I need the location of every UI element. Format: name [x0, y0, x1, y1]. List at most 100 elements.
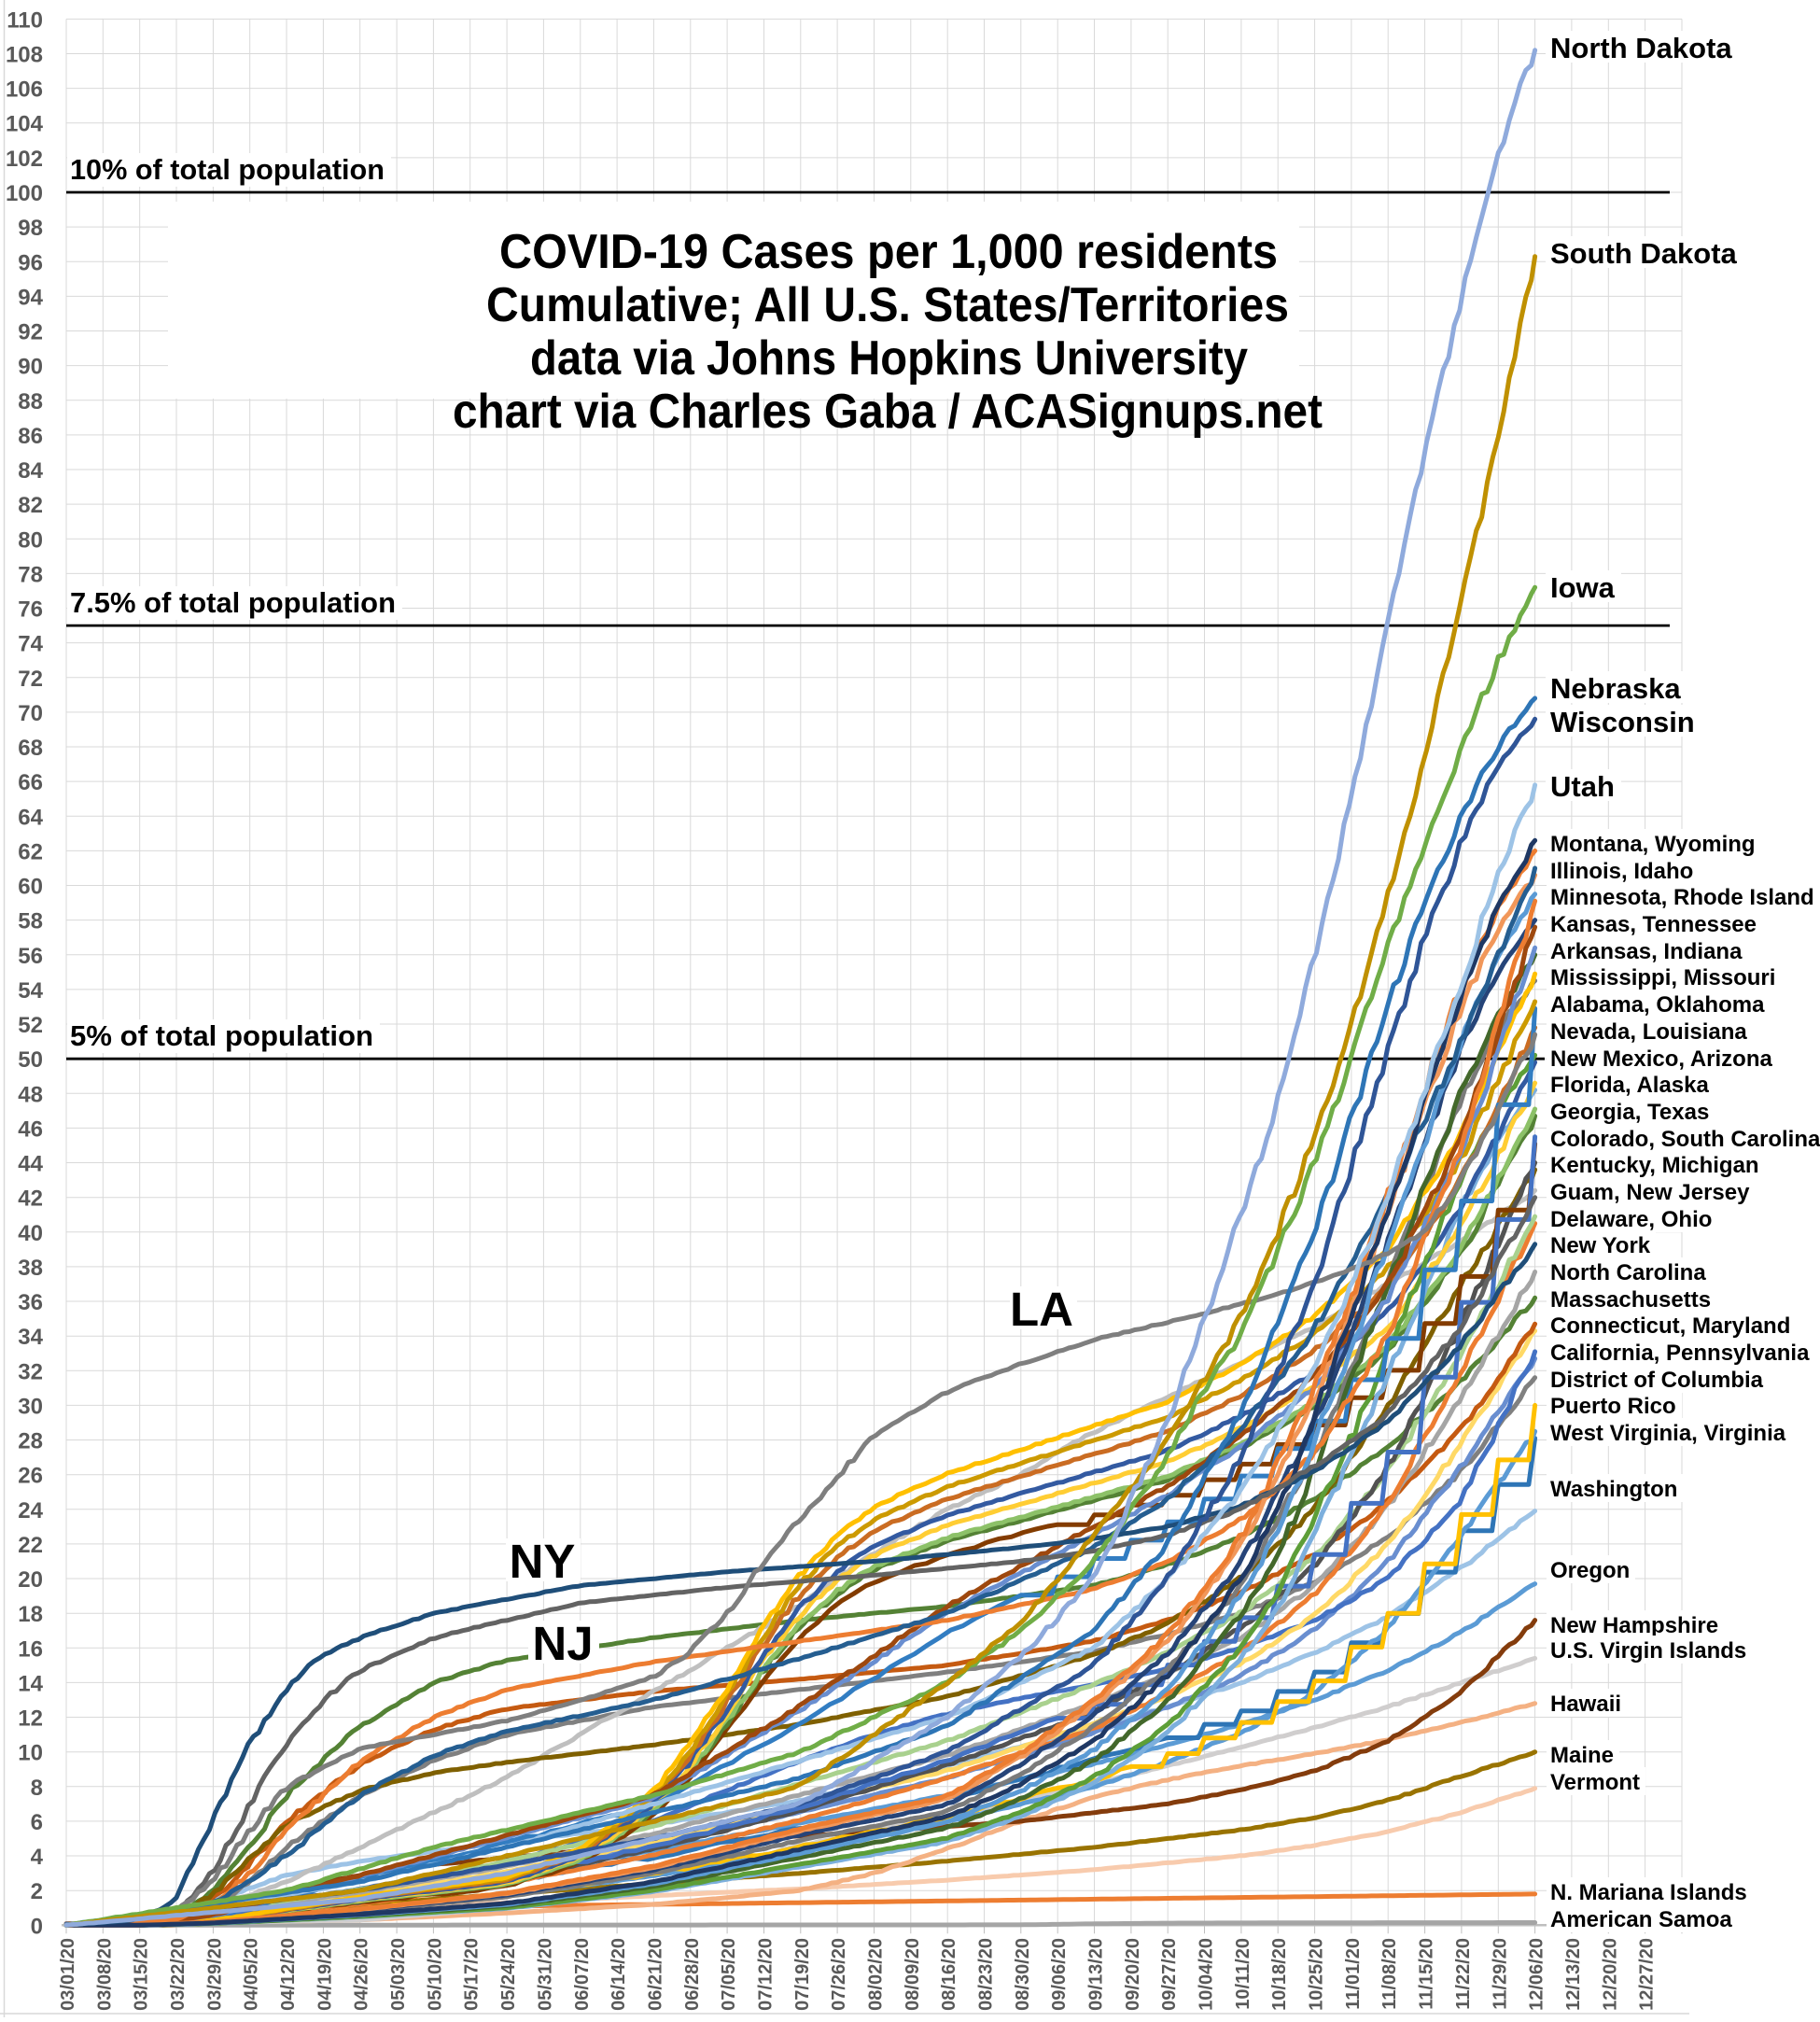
- svg-text:32: 32: [18, 1359, 43, 1384]
- svg-text:10% of total population: 10% of total population: [70, 153, 385, 186]
- svg-text:44: 44: [18, 1152, 43, 1177]
- svg-text:Kansas, Tennessee: Kansas, Tennessee: [1550, 912, 1757, 937]
- svg-text:8: 8: [31, 1776, 43, 1801]
- svg-text:North Dakota: North Dakota: [1550, 32, 1732, 64]
- svg-text:Cumulative; All U.S. States/Te: Cumulative; All U.S. States/Territories: [486, 278, 1289, 332]
- svg-text:Wisconsin: Wisconsin: [1550, 706, 1695, 738]
- svg-text:4: 4: [31, 1845, 44, 1870]
- svg-text:Washington: Washington: [1550, 1477, 1677, 1502]
- svg-text:04/19/20: 04/19/20: [315, 1938, 335, 2011]
- svg-text:Kentucky, Michigan: Kentucky, Michigan: [1550, 1153, 1759, 1178]
- svg-text:South Dakota: South Dakota: [1550, 237, 1738, 270]
- svg-text:Georgia, Texas: Georgia, Texas: [1550, 1100, 1709, 1125]
- svg-text:58: 58: [18, 909, 43, 934]
- svg-text:Arkansas, Indiana: Arkansas, Indiana: [1550, 939, 1743, 964]
- svg-text:74: 74: [18, 632, 43, 657]
- svg-text:American Samoa: American Samoa: [1550, 1907, 1732, 1932]
- svg-text:U.S. Virgin Islands: U.S. Virgin Islands: [1550, 1638, 1746, 1664]
- svg-text:10/18/20: 10/18/20: [1269, 1938, 1290, 2011]
- svg-text:03/29/20: 03/29/20: [204, 1938, 225, 2011]
- svg-text:22: 22: [18, 1533, 43, 1558]
- svg-text:COVID-19 Cases per 1,000 resid: COVID-19 Cases per 1,000 residents: [499, 225, 1278, 279]
- svg-text:5% of total population: 5% of total population: [70, 1019, 373, 1052]
- svg-text:60: 60: [18, 875, 43, 900]
- svg-text:54: 54: [18, 978, 43, 1004]
- svg-text:110: 110: [7, 7, 43, 33]
- svg-text:86: 86: [18, 424, 43, 449]
- svg-text:06/28/20: 06/28/20: [682, 1938, 703, 2011]
- svg-text:Guam, New Jersey: Guam, New Jersey: [1550, 1180, 1750, 1205]
- svg-text:34: 34: [18, 1325, 43, 1350]
- svg-text:52: 52: [18, 1013, 43, 1038]
- svg-text:District of Columbia: District of Columbia: [1550, 1368, 1764, 1393]
- svg-text:LA: LA: [1010, 1283, 1073, 1336]
- svg-text:50: 50: [18, 1047, 43, 1073]
- svg-text:24: 24: [18, 1498, 43, 1524]
- svg-text:Alabama, Oklahoma: Alabama, Oklahoma: [1550, 992, 1765, 1018]
- svg-text:18: 18: [18, 1602, 43, 1627]
- svg-text:82: 82: [18, 493, 43, 518]
- svg-text:09/06/20: 09/06/20: [1049, 1938, 1070, 2011]
- svg-text:10/25/20: 10/25/20: [1307, 1938, 1327, 2011]
- svg-text:09/13/20: 09/13/20: [1086, 1938, 1107, 2011]
- svg-text:90: 90: [18, 355, 43, 380]
- svg-text:70: 70: [18, 701, 43, 726]
- svg-text:98: 98: [18, 216, 43, 241]
- svg-text:12/13/20: 12/13/20: [1563, 1938, 1584, 2011]
- svg-text:North Carolina: North Carolina: [1550, 1260, 1706, 1285]
- svg-text:Vermont: Vermont: [1550, 1770, 1640, 1795]
- svg-text:Connecticut, Maryland: Connecticut, Maryland: [1550, 1313, 1790, 1339]
- svg-text:Colorado, South Carolina: Colorado, South Carolina: [1550, 1127, 1820, 1152]
- svg-text:N. Mariana Islands: N. Mariana Islands: [1550, 1880, 1747, 1905]
- svg-text:78: 78: [18, 562, 43, 587]
- svg-text:46: 46: [18, 1116, 43, 1142]
- svg-text:03/15/20: 03/15/20: [132, 1938, 152, 2011]
- svg-text:04/05/20: 04/05/20: [242, 1938, 262, 2011]
- svg-text:04/26/20: 04/26/20: [352, 1938, 372, 2011]
- svg-text:92: 92: [18, 320, 43, 345]
- svg-text:05/24/20: 05/24/20: [498, 1938, 519, 2011]
- svg-text:2: 2: [31, 1879, 43, 1904]
- svg-text:09/27/20: 09/27/20: [1159, 1938, 1180, 2011]
- svg-text:05/03/20: 05/03/20: [388, 1938, 409, 2011]
- svg-text:data via Johns Hopkins Univers: data via Johns Hopkins University: [530, 331, 1248, 386]
- svg-text:Delaware, Ohio: Delaware, Ohio: [1550, 1207, 1712, 1232]
- svg-text:11/08/20: 11/08/20: [1379, 1938, 1400, 2010]
- svg-text:102: 102: [6, 147, 43, 172]
- svg-text:08/09/20: 08/09/20: [903, 1938, 923, 2011]
- svg-text:11/01/20: 11/01/20: [1343, 1938, 1364, 2010]
- svg-text:08/02/20: 08/02/20: [866, 1938, 887, 2011]
- svg-text:05/10/20: 05/10/20: [425, 1938, 445, 2011]
- svg-text:07/12/20: 07/12/20: [756, 1938, 777, 2011]
- svg-text:Nevada, Louisiana: Nevada, Louisiana: [1550, 1019, 1747, 1045]
- svg-text:California, Pennsylvania: California, Pennsylvania: [1550, 1341, 1810, 1366]
- svg-text:96: 96: [18, 250, 43, 275]
- svg-text:New York: New York: [1550, 1233, 1651, 1258]
- svg-text:11/22/20: 11/22/20: [1453, 1938, 1474, 2010]
- svg-text:62: 62: [18, 839, 43, 864]
- svg-text:06/21/20: 06/21/20: [645, 1938, 665, 2011]
- svg-text:Montana, Wyoming: Montana, Wyoming: [1550, 832, 1756, 857]
- svg-text:11/15/20: 11/15/20: [1417, 1938, 1437, 2010]
- svg-text:04/12/20: 04/12/20: [278, 1938, 299, 2011]
- svg-text:chart via Charles Gaba / ACASi: chart via Charles Gaba / ACASignups.net: [453, 385, 1323, 439]
- svg-text:30: 30: [18, 1394, 43, 1419]
- svg-text:Oregon: Oregon: [1550, 1558, 1630, 1583]
- svg-text:New Mexico, Arizona: New Mexico, Arizona: [1550, 1046, 1772, 1072]
- svg-text:26: 26: [18, 1464, 43, 1489]
- svg-text:10/11/20: 10/11/20: [1233, 1938, 1253, 2010]
- svg-text:NY: NY: [510, 1535, 576, 1588]
- svg-text:Iowa: Iowa: [1550, 571, 1616, 604]
- svg-text:42: 42: [18, 1187, 43, 1212]
- svg-text:106: 106: [6, 77, 43, 103]
- svg-text:14: 14: [18, 1671, 43, 1696]
- svg-text:72: 72: [18, 667, 43, 692]
- svg-text:03/08/20: 03/08/20: [94, 1938, 115, 2011]
- svg-text:Hawaii: Hawaii: [1550, 1692, 1621, 1717]
- svg-text:20: 20: [18, 1567, 43, 1593]
- svg-text:48: 48: [18, 1082, 43, 1107]
- svg-text:Massachusetts: Massachusetts: [1550, 1287, 1711, 1313]
- svg-text:07/05/20: 07/05/20: [719, 1938, 739, 2011]
- svg-text:09/20/20: 09/20/20: [1123, 1938, 1143, 2011]
- svg-text:08/16/20: 08/16/20: [939, 1938, 959, 2011]
